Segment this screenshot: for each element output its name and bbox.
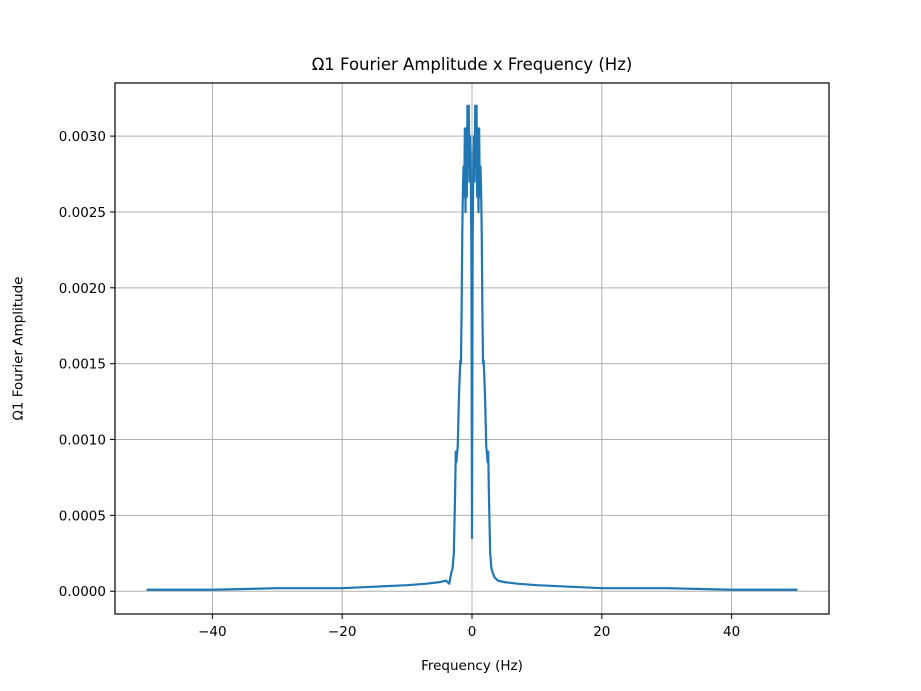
x-tick-label: 0: [468, 624, 477, 640]
y-tick-label: 0.0030: [59, 129, 106, 145]
y-tick-label: 0.0015: [59, 357, 106, 373]
x-tick-label: 40: [723, 624, 740, 640]
y-tick-label: 0.0025: [59, 205, 106, 221]
y-tick-label: 0.0000: [59, 584, 106, 600]
chart-title: Ω1 Fourier Amplitude x Frequency (Hz): [312, 55, 633, 74]
x-tick-label: 20: [593, 624, 610, 640]
x-tick-label: −40: [198, 624, 227, 640]
y-tick-label: 0.0010: [59, 433, 106, 449]
axis-ticks: −40 −20 0 20 40 0.0000 0.0005 0.0010 0.0015 0.002…: [59, 129, 740, 640]
plot-frame: [114, 82, 830, 615]
x-tick-label: −20: [328, 624, 357, 640]
y-tick-label: 0.0020: [59, 281, 106, 297]
x-axis-label: Frequency (Hz): [421, 658, 523, 674]
series-line: [146, 104, 798, 591]
y-axis-label: Ω1 Fourier Amplitude: [11, 277, 27, 421]
y-tick-label: 0.0005: [59, 508, 106, 524]
